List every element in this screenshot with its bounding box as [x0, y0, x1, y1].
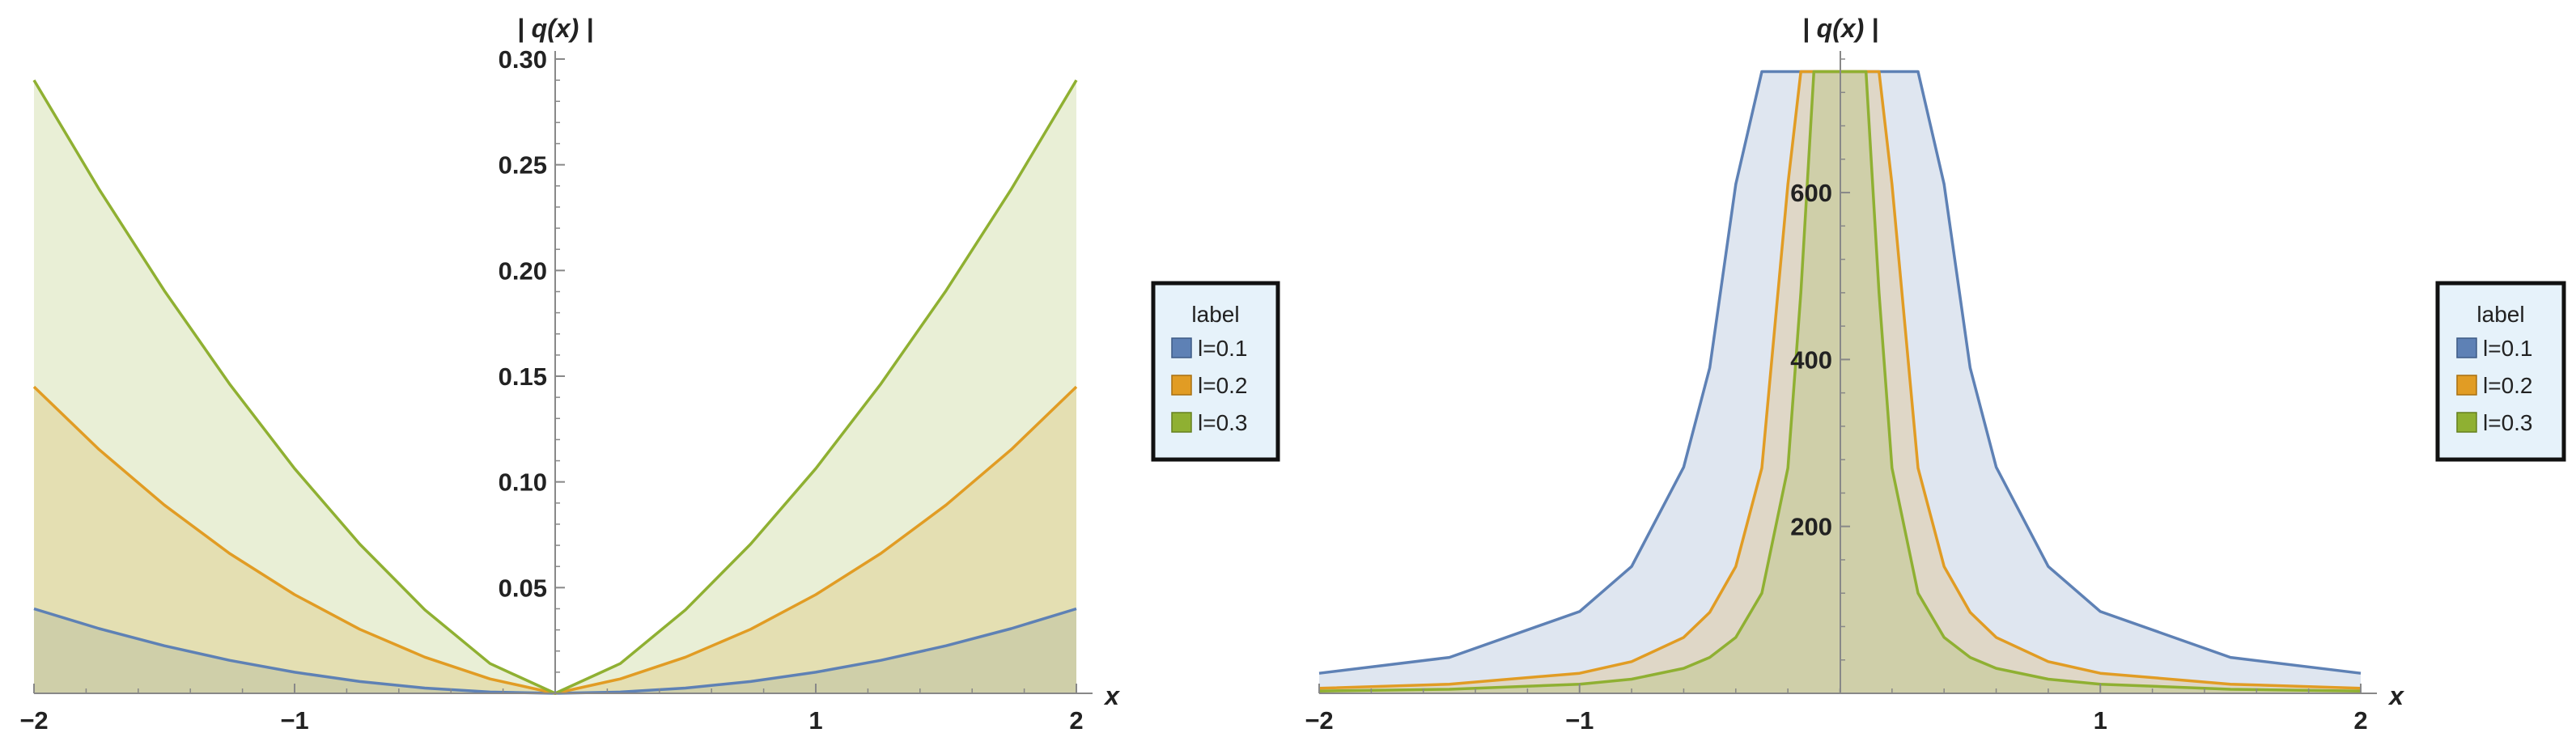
y-tick-label: 600	[1790, 179, 1832, 207]
x-tick-label: 1	[808, 706, 822, 735]
legend-label-l03: l=0.3	[1198, 410, 1248, 435]
y-axis-label: | q(x) |	[1802, 14, 1878, 43]
x-tick-label: −1	[1565, 706, 1594, 735]
legend-swatch-l03	[2456, 412, 2477, 433]
legend-label-l02: l=0.2	[1198, 373, 1248, 398]
area-fill-l=0.3	[34, 80, 1076, 694]
x-axis-label: x	[1103, 681, 1120, 710]
legend-swatch-l01	[2456, 337, 2477, 358]
y-tick-label: 400	[1790, 345, 1832, 374]
left-chart: −2 −1 1 2 0.05 0.10 0.15 0.20 0.25 0.30 x | q(x) |	[19, 14, 1120, 735]
legend-swatch-l02	[1171, 375, 1192, 396]
y-tick-label: 0.25	[499, 151, 547, 180]
left-legend: label l=0.1 l=0.2 l=0.3	[1151, 281, 1280, 462]
legend-swatch-l02	[2456, 375, 2477, 396]
x-tick-label: −1	[280, 706, 308, 735]
right-legend: label l=0.1 l=0.2 l=0.3	[2435, 281, 2566, 462]
y-tick-label: 0.30	[499, 45, 547, 74]
y-tick-label: 0.05	[499, 574, 547, 602]
x-tick-label: −2	[1305, 706, 1333, 735]
x-tick-label: −2	[19, 706, 48, 735]
legend-title: label	[2476, 302, 2524, 327]
legend-swatch-l03	[1171, 412, 1192, 433]
y-tick-label: 0.20	[499, 256, 547, 285]
legend-label-l01: l=0.1	[1198, 336, 1248, 361]
legend-title: label	[1191, 302, 1239, 327]
legend-box	[1151, 281, 1280, 462]
y-tick-label: 0.10	[499, 468, 547, 497]
x-axis-label: x	[2387, 681, 2404, 710]
legend-label-l03: l=0.3	[2483, 410, 2533, 435]
area-fill-l=0.1	[34, 608, 1076, 693]
y-axis-label: | q(x) |	[517, 14, 593, 43]
y-tick-label: 200	[1790, 513, 1832, 541]
legend-swatch-l01	[1171, 337, 1192, 358]
area-fill-l=0.2	[34, 387, 1076, 693]
legend-label-l02: l=0.2	[2483, 373, 2533, 398]
x-tick-label: 1	[2094, 706, 2107, 735]
x-tick-label: 2	[1069, 706, 1083, 735]
legend-label-l01: l=0.1	[2483, 336, 2533, 361]
y-tick-label: 0.15	[499, 362, 547, 391]
right-chart: −2 −1 1 2 200 400 600 x | q(x) |	[1305, 14, 2404, 735]
x-tick-label: 2	[2353, 706, 2367, 735]
